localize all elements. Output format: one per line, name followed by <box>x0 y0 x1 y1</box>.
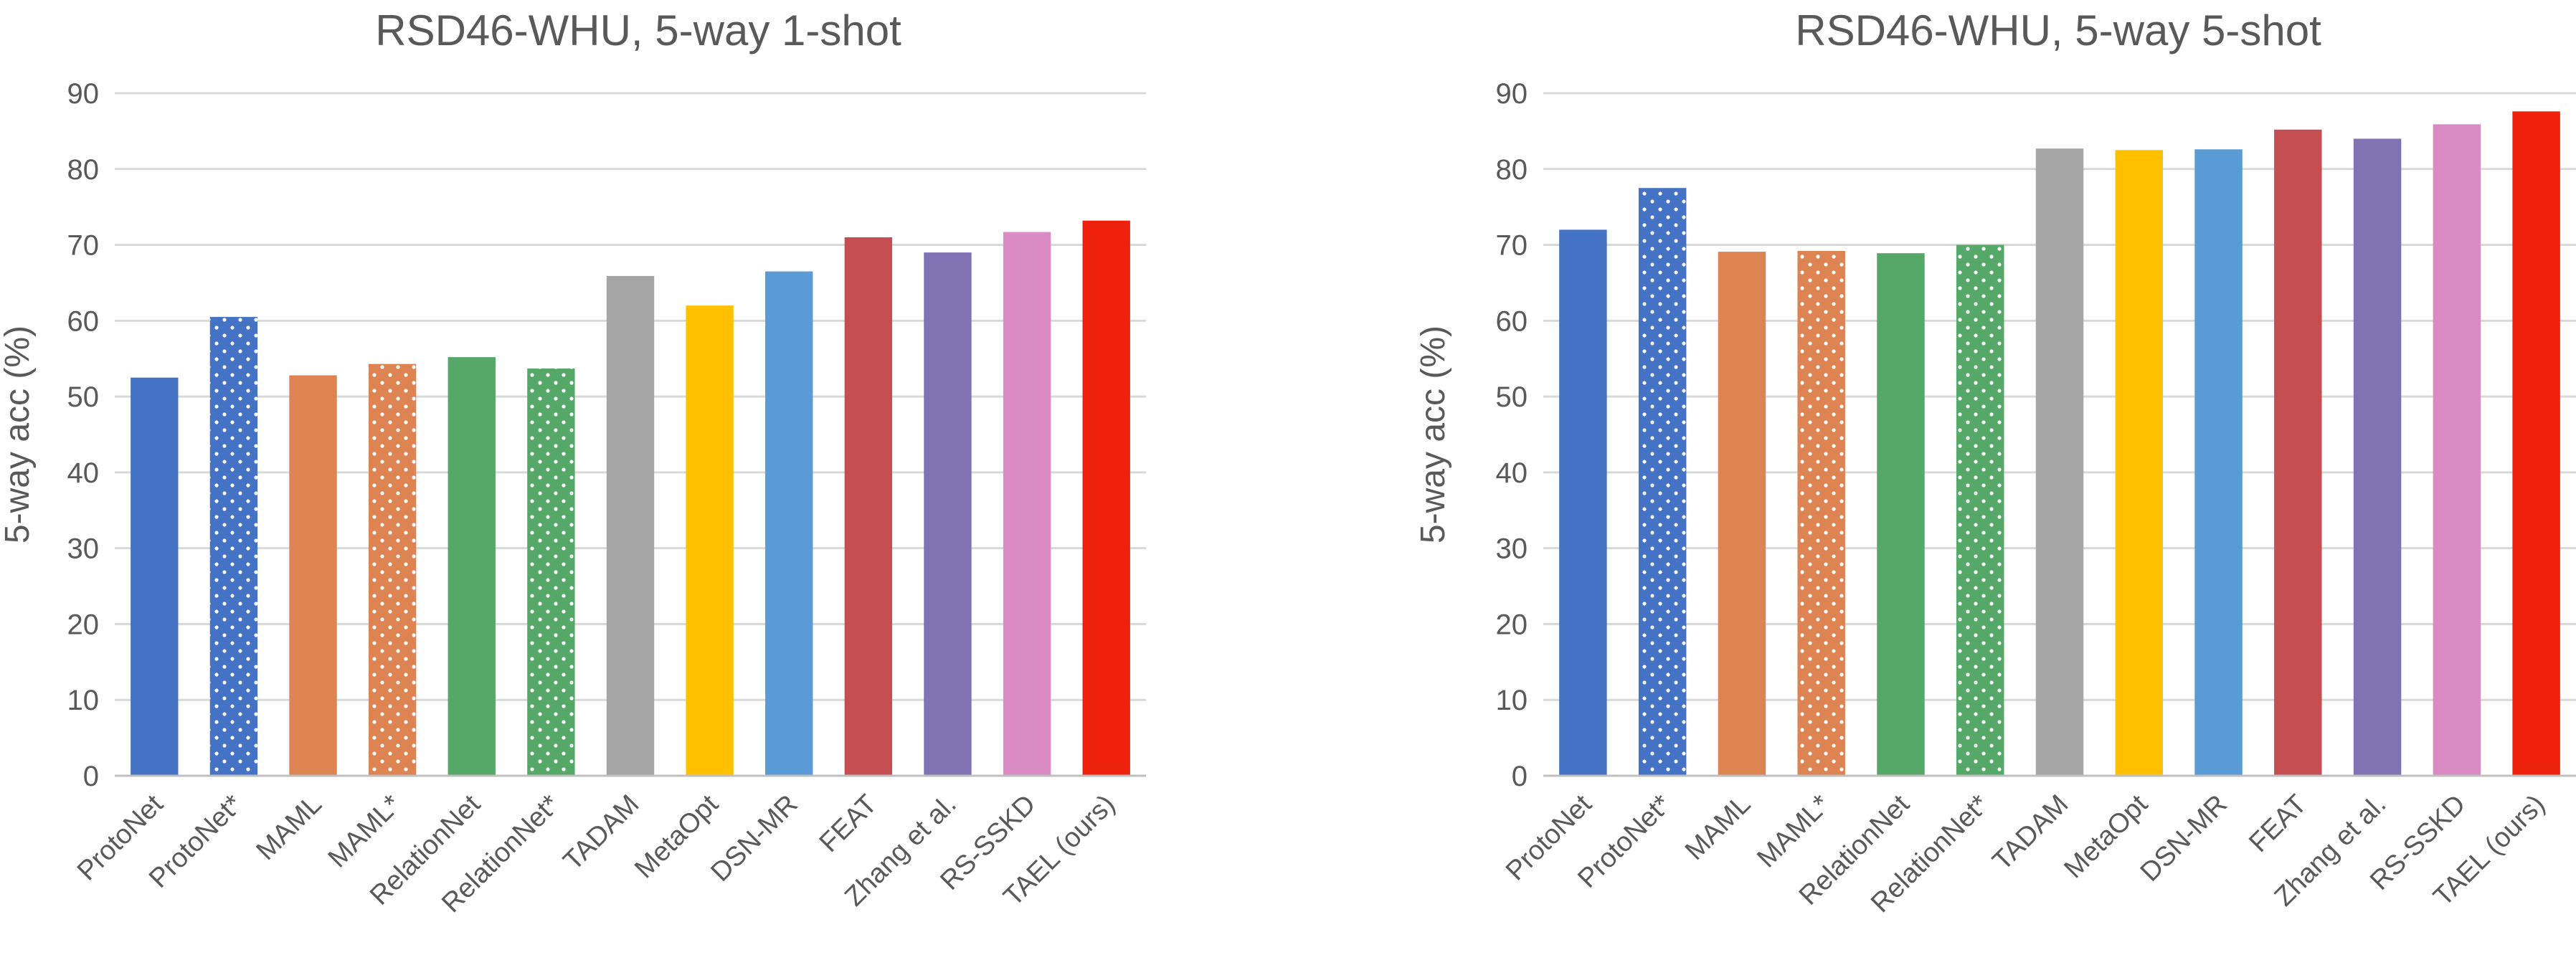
bar <box>289 375 337 776</box>
x-tick-label: MAML <box>1680 789 1756 866</box>
y-tick-label: 20 <box>67 609 100 640</box>
bar-dot-pattern <box>527 368 575 776</box>
bar <box>686 305 734 776</box>
x-tick-label: FEAT <box>2243 789 2312 858</box>
y-tick-label: 90 <box>1496 78 1528 110</box>
y-tick-label: 80 <box>67 154 100 186</box>
chart-5shot: RSD46-WHU, 5-way 5-shot 0 10 20 30 40 50 60 70 8… <box>1420 0 2576 955</box>
y-tick-label: 50 <box>67 381 100 413</box>
y-axis-title: 5-way acc (%) <box>1420 326 1452 543</box>
y-axis-title: 5-way acc (%) <box>0 326 37 543</box>
y-tick-label: 40 <box>67 457 100 489</box>
y-tick-label: 40 <box>1496 457 1528 489</box>
bar-dot-pattern <box>368 364 417 776</box>
bar-dot-pattern <box>1956 244 2004 776</box>
y-tick-label: 50 <box>1496 381 1528 413</box>
bar <box>2194 149 2243 776</box>
y-tick-label: 10 <box>1496 685 1528 716</box>
y-tick-label: 60 <box>67 305 100 337</box>
y-tick-label: 0 <box>1512 761 1528 792</box>
y-tick-label: 30 <box>67 533 100 565</box>
bar <box>2115 150 2163 776</box>
chart-title: RSD46-WHU, 5-way 1-shot <box>375 6 901 54</box>
y-tick-label: 80 <box>1496 154 1528 186</box>
bar-dot-pattern <box>1797 251 1845 776</box>
chart-1shot: RSD46-WHU, 5-way 1-shot 0 10 20 30 40 50 60 70 8… <box>0 0 1277 955</box>
bar <box>2035 148 2084 776</box>
chart-title: RSD46-WHU, 5-way 5-shot <box>1795 6 2321 54</box>
bar <box>1559 229 1607 776</box>
y-tick-label: 90 <box>67 78 100 110</box>
y-tick-label: 60 <box>1496 305 1528 337</box>
bar <box>2353 138 2402 776</box>
bar <box>448 357 496 776</box>
bar <box>1003 232 1051 776</box>
bar-dot-pattern <box>209 317 258 776</box>
bar <box>606 275 655 776</box>
bar <box>1082 220 1130 776</box>
x-tick-label: DSN-MR <box>705 789 803 888</box>
x-tick-label: DSN-MR <box>2135 789 2233 888</box>
y-tick-label: 0 <box>83 761 99 792</box>
bar <box>1877 253 1925 776</box>
bar <box>131 377 179 776</box>
bar <box>924 252 972 776</box>
y-tick-label: 70 <box>67 230 100 262</box>
bar-dot-pattern <box>1638 188 1687 776</box>
bar <box>1718 252 1766 776</box>
bar <box>765 271 813 776</box>
x-tick-label: FEAT <box>814 789 883 858</box>
y-tick-label: 70 <box>1496 230 1528 262</box>
y-tick-label: 30 <box>1496 533 1528 565</box>
bar <box>2512 111 2560 776</box>
bar <box>844 237 893 776</box>
x-tick-label: MAML <box>251 789 328 866</box>
bar <box>2433 124 2481 776</box>
y-tick-label: 20 <box>1496 609 1528 640</box>
bar <box>2274 129 2322 776</box>
y-tick-label: 10 <box>67 685 100 716</box>
